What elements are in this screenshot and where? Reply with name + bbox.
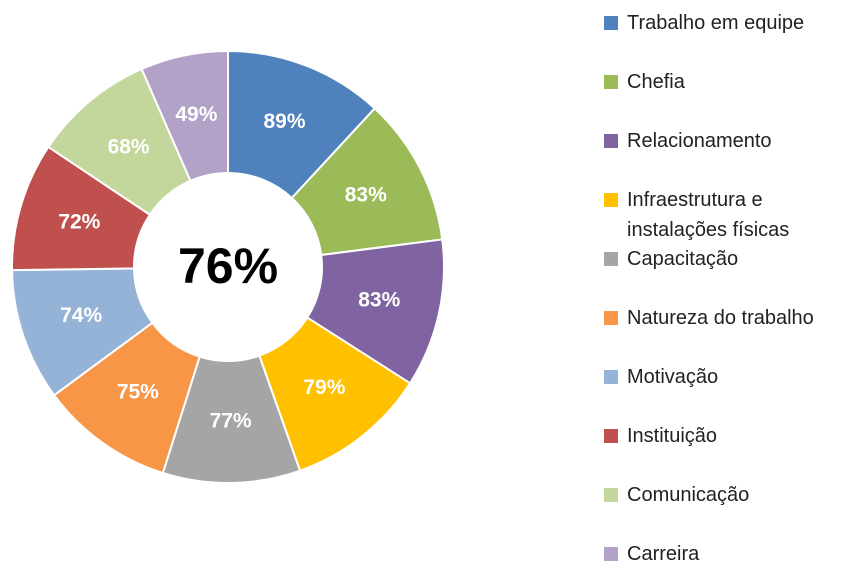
legend-label: Chefia xyxy=(627,71,685,93)
slice-label: 75% xyxy=(117,381,159,404)
legend-swatch xyxy=(604,370,618,384)
legend-label: Carreira xyxy=(627,543,700,565)
legend-swatch xyxy=(604,75,618,89)
legend-label: Natureza do trabalho xyxy=(627,307,814,329)
slice-label: 77% xyxy=(210,410,252,433)
legend-label: Motivação xyxy=(627,366,719,388)
legend-label: Infraestrutura e instalações físicas xyxy=(627,189,790,241)
legend-swatch xyxy=(604,311,618,325)
legend-label: Relacionamento xyxy=(627,130,772,152)
legend-swatch xyxy=(604,16,618,30)
legend-label: Instituição xyxy=(627,425,718,447)
slice xyxy=(227,49,377,200)
slice-label: 83% xyxy=(345,184,387,207)
slice-label: 83% xyxy=(358,288,400,311)
legend-label: Comunicação xyxy=(627,484,750,506)
slice-label: 49% xyxy=(175,103,217,126)
legend-swatch xyxy=(604,134,618,148)
legend-swatch xyxy=(604,429,618,443)
legend-swatch xyxy=(604,252,618,266)
slice-label: 89% xyxy=(264,110,306,133)
slice-label: 72% xyxy=(58,211,100,234)
center-annotation: 76% xyxy=(178,238,278,294)
slice xyxy=(140,49,229,183)
slice-label: 68% xyxy=(108,136,150,159)
legend-swatch xyxy=(604,193,618,207)
slice-label: 74% xyxy=(60,304,102,327)
legend-swatch xyxy=(604,547,618,561)
legend-label: Trabalho em equipe xyxy=(627,12,805,34)
legend-swatch xyxy=(604,488,618,502)
slice-label: 79% xyxy=(303,376,345,399)
legend-label: Capacitação xyxy=(627,248,739,270)
